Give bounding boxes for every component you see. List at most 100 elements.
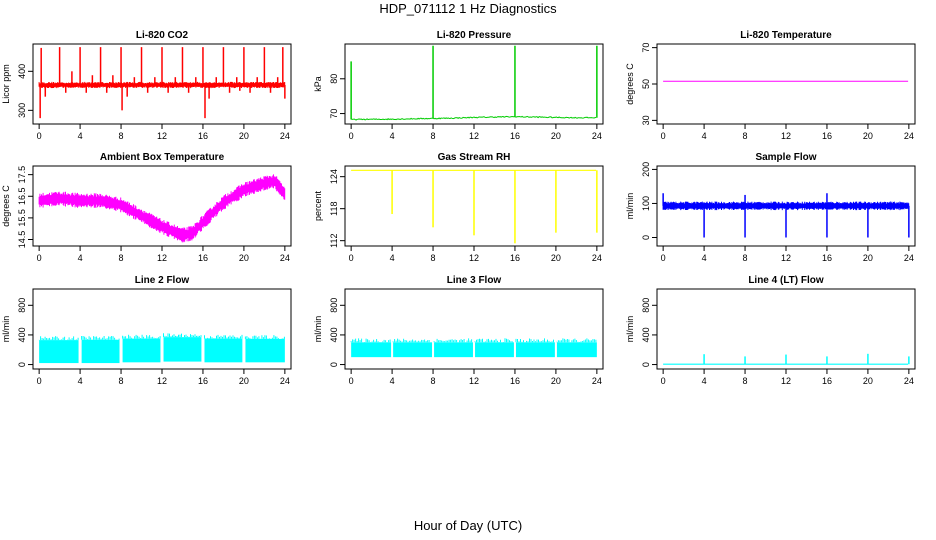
x-tick-label: 20 (863, 131, 873, 141)
y-tick-label: 17.5 (17, 166, 27, 184)
panel-title: Li-820 Temperature (740, 30, 832, 41)
data-band-segment (475, 342, 514, 358)
x-tick-label: 16 (198, 131, 208, 141)
x-tick-label: 16 (822, 376, 832, 386)
x-tick-label: 12 (781, 376, 791, 386)
panel-line4: Line 4 (LT) Flow ml/min 0 4 8 12 16 20 24 0 400 800 (625, 275, 916, 386)
panel-pressure: Li-820 Pressure kPa 0 4 8 12 16 20 24 70 80 (313, 30, 604, 141)
x-tick-label: 16 (198, 376, 208, 386)
x-tick-label: 20 (551, 131, 561, 141)
data-band-segment (163, 337, 202, 362)
data-band-segment (39, 340, 79, 364)
y-tick-label: 112 (329, 233, 339, 247)
band-noise (38, 336, 79, 341)
y-axis-label: degrees C (625, 63, 635, 105)
x-tick-label: 24 (592, 131, 602, 141)
x-tick-label: 8 (431, 376, 436, 386)
band-noise (81, 336, 120, 340)
y-tick-label: 400 (641, 327, 651, 342)
x-tick-label: 0 (349, 131, 354, 141)
y-tick-label: 70 (329, 109, 339, 119)
x-tick-label: 0 (661, 376, 666, 386)
x-tick-label: 8 (119, 131, 124, 141)
y-axis-label: percent (313, 190, 323, 221)
x-tick-label: 0 (37, 376, 42, 386)
x-tick-label: 0 (349, 376, 354, 386)
x-tick-label: 20 (551, 253, 561, 263)
band-noise (163, 333, 202, 338)
y-tick-label: 0 (329, 362, 339, 367)
panel-title: Line 2 Flow (135, 275, 190, 286)
band-noise (122, 334, 161, 339)
x-tick-label: 4 (78, 376, 83, 386)
panel-title: Gas Stream RH (438, 152, 511, 163)
x-tick-label: 16 (510, 131, 520, 141)
x-tick-label: 24 (592, 253, 602, 263)
y-tick-label: 124 (329, 169, 339, 184)
x-tick-label: 0 (661, 131, 666, 141)
x-tick-label: 4 (390, 376, 395, 386)
series-pressure (350, 45, 598, 121)
panel-line2: Line 2 Flow ml/min 0 4 8 12 16 20 24 0 400 800 (1, 275, 292, 386)
x-tick-label: 20 (551, 376, 561, 386)
x-tick-label: 16 (198, 253, 208, 263)
y-tick-label: 50 (641, 79, 651, 89)
panel-co2: Li-820 CO2 Licor ppm 0 4 8 12 16 20 24 300 400 (1, 30, 292, 141)
y-tick-label: 100 (641, 196, 651, 211)
y-tick-label: 16.5 (17, 188, 27, 206)
panel-title: Line 3 Flow (447, 275, 502, 286)
y-tick-label: 118 (329, 201, 339, 215)
band-noise (392, 338, 430, 343)
x-tick-label: 16 (510, 253, 520, 263)
x-tick-label: 4 (390, 253, 395, 263)
x-tick-label: 20 (863, 376, 873, 386)
x-tick-label: 12 (469, 131, 479, 141)
x-tick-label: 16 (822, 131, 832, 141)
series-rh (351, 169, 598, 244)
x-tick-label: 20 (863, 253, 873, 263)
figure-title: HDP_071112 1 Hz Diagnostics (379, 1, 557, 16)
y-tick-label: 14.5 (17, 231, 27, 249)
series-sample-flow (662, 193, 910, 238)
x-tick-label: 4 (390, 131, 395, 141)
y-tick-label: 30 (641, 115, 651, 125)
y-tick-label: 400 (329, 327, 339, 342)
x-tick-label: 0 (349, 253, 354, 263)
data-band-segment (122, 338, 161, 363)
band-noise (474, 338, 513, 343)
x-tick-label: 8 (119, 376, 124, 386)
band-noise (433, 338, 473, 343)
data-band-segment (204, 338, 243, 363)
y-tick-label: 800 (329, 298, 339, 313)
x-tick-label: 8 (743, 376, 748, 386)
band-noise (244, 335, 285, 339)
panel-title: Line 4 (LT) Flow (748, 275, 824, 286)
x-tick-label: 12 (781, 131, 791, 141)
x-tick-label: 20 (239, 376, 249, 386)
data-band-segment (81, 339, 120, 364)
series-line4 (663, 353, 910, 365)
panel-licor-temp: Li-820 Temperature degrees C 0 4 8 12 16 20 24 30… (625, 30, 916, 141)
data-line (350, 115, 597, 121)
y-axis-label: ml/min (625, 193, 635, 220)
band-noise (204, 334, 243, 339)
y-tick-label: 800 (17, 298, 27, 313)
x-tick-label: 8 (431, 253, 436, 263)
y-axis-label: degrees C (1, 185, 11, 227)
y-axis-label: kPa (313, 76, 323, 92)
series-line3 (350, 338, 597, 358)
y-tick-label: 400 (17, 64, 27, 79)
y-tick-label: 70 (641, 43, 651, 53)
data-band-segment (515, 342, 555, 358)
x-tick-label: 12 (469, 376, 479, 386)
panel-box-temp: Ambient Box Temperature degrees C 0 4 8 12 16 2… (1, 152, 292, 263)
x-tick-label: 12 (781, 253, 791, 263)
data-band-segment (245, 339, 285, 363)
panel-line3: Line 3 Flow ml/min 0 4 8 12 16 20 24 0 400 800 (313, 275, 604, 386)
x-tick-label: 20 (239, 131, 249, 141)
series-line2 (38, 333, 285, 364)
panel-title: Ambient Box Temperature (100, 152, 225, 163)
x-tick-label: 16 (822, 253, 832, 263)
data-band-segment (556, 342, 597, 358)
